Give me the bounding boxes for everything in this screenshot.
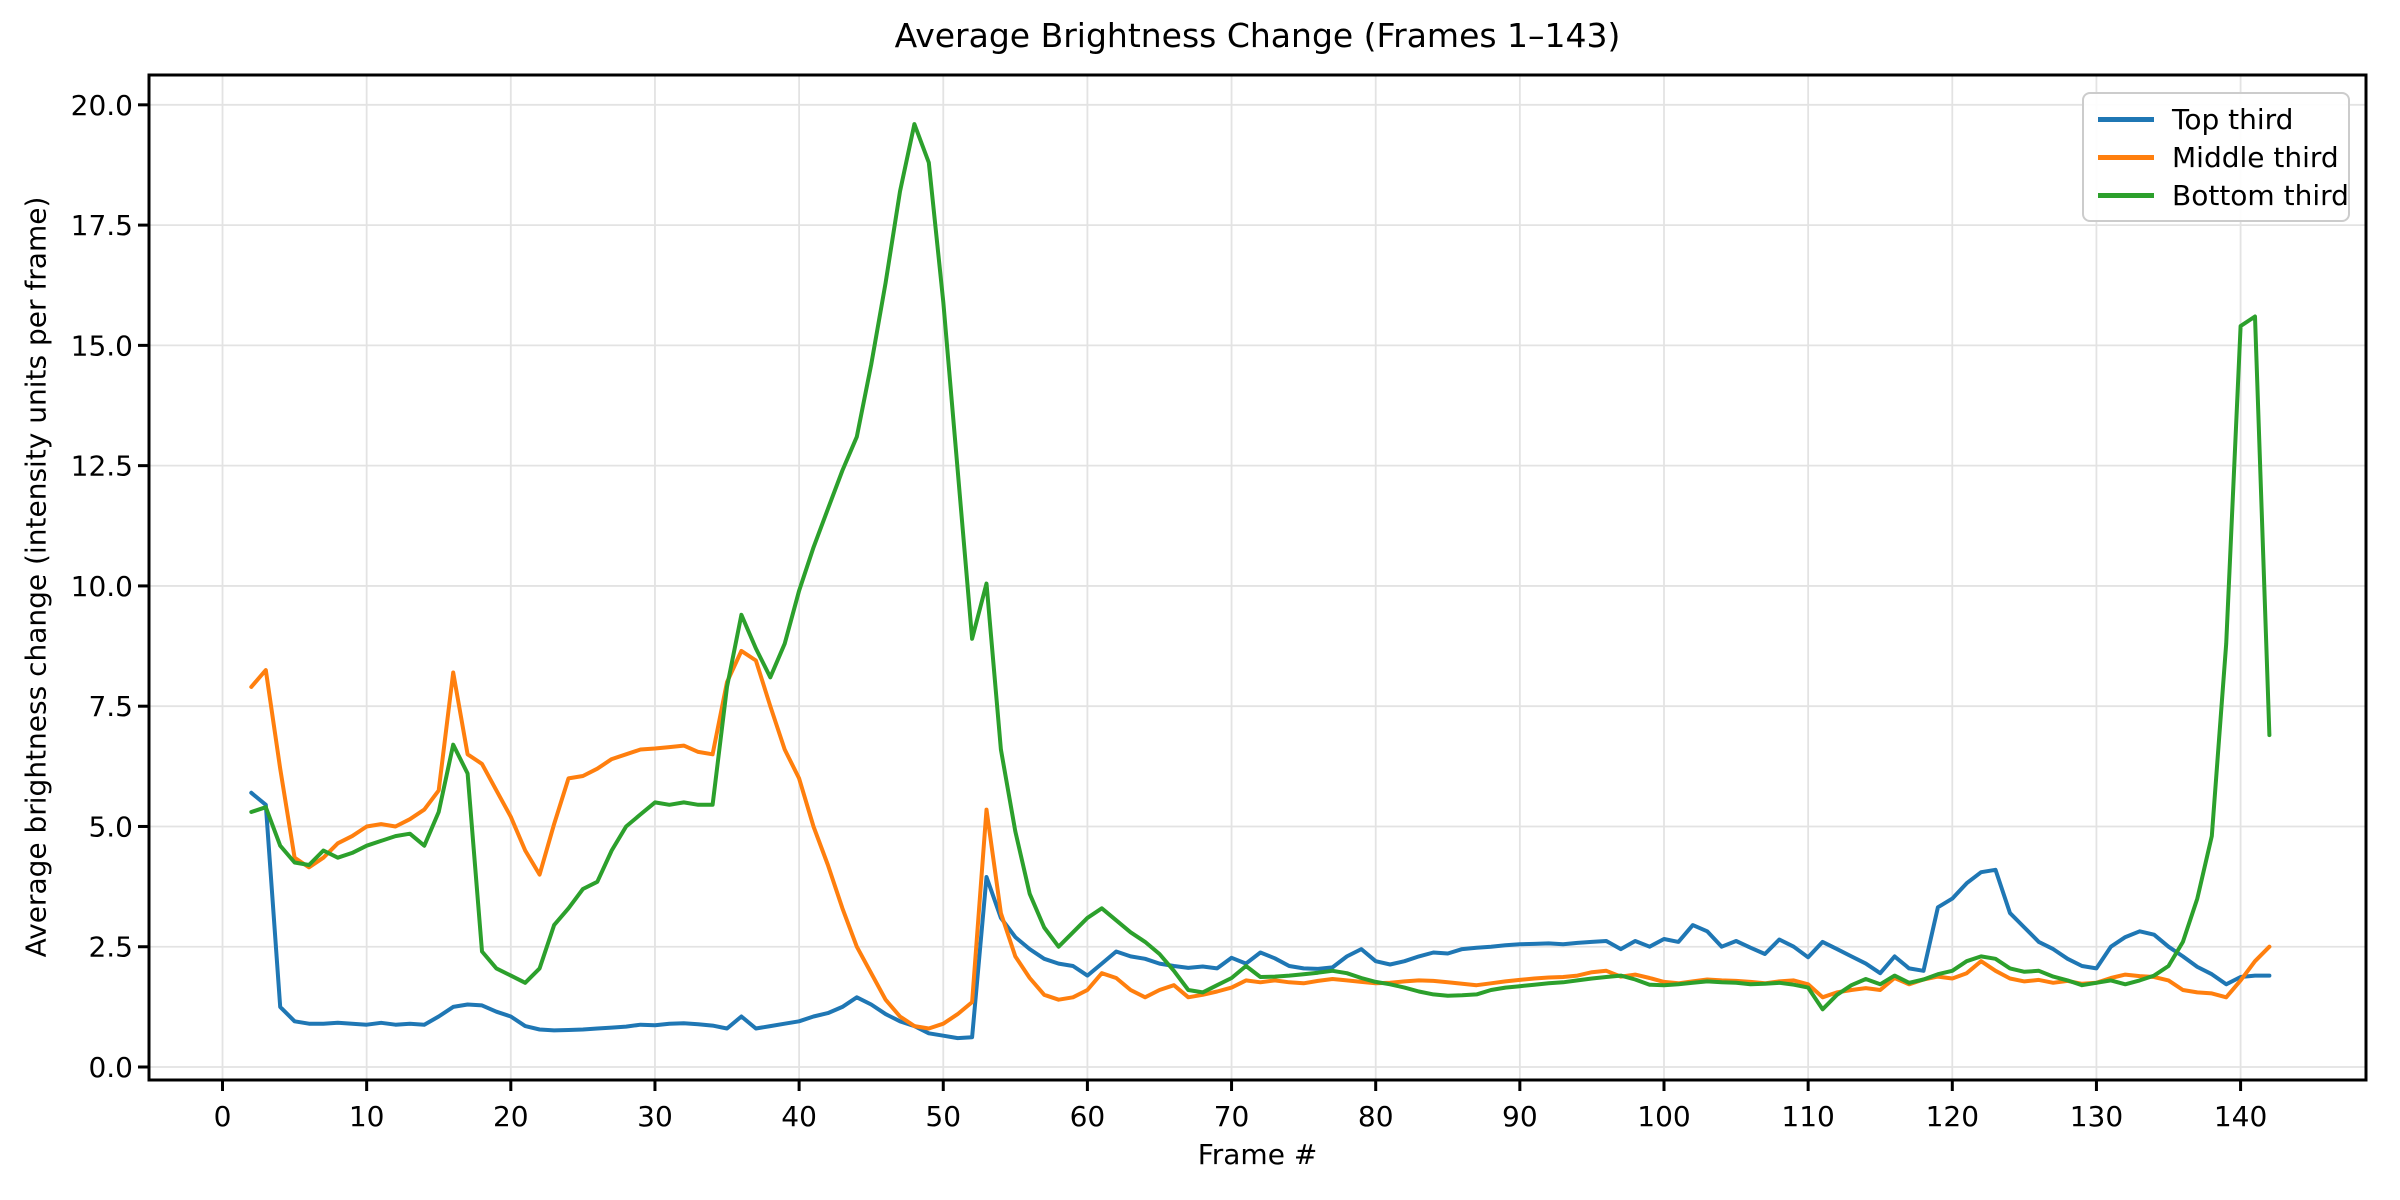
y-tick-label: 7.5	[88, 690, 133, 723]
series-line-middle-third	[249, 648, 2272, 1031]
legend-item-bottom-third: Bottom third	[2098, 179, 2349, 212]
y-tick-label: 5.0	[88, 810, 133, 843]
legend-line-swatch-bottom-third	[2098, 192, 2154, 198]
x-tick-label: 110	[1781, 1100, 1834, 1133]
x-tick-label: 60	[1070, 1100, 1106, 1133]
legend-item-top-third: Top third	[2098, 103, 2334, 136]
y-tick-label: 20.0	[71, 89, 133, 122]
legend: Top third Middle third Bottom third	[2082, 92, 2350, 222]
y-axis-label: Average brightness change (intensity uni…	[19, 196, 53, 958]
x-tick-label: 80	[1358, 1100, 1394, 1133]
legend-line-swatch-middle-third	[2098, 154, 2154, 160]
x-tick-label: 10	[349, 1100, 385, 1133]
y-tick-label: 17.5	[71, 209, 133, 242]
legend-label: Bottom third	[2172, 178, 2349, 212]
x-tick-label: 100	[1637, 1100, 1690, 1133]
y-tick-label: 2.5	[88, 931, 133, 964]
series-line-top-third	[249, 790, 2272, 1041]
plot-border	[147, 73, 2368, 1082]
x-tick-label: 40	[781, 1100, 817, 1133]
x-tick-label: 130	[2070, 1100, 2123, 1133]
x-axis-label: Frame #	[1197, 1138, 1318, 1171]
x-tick-label: 20	[493, 1100, 529, 1133]
y-tick-label: 10.0	[71, 570, 133, 603]
legend-item-middle-third: Middle third	[2098, 141, 2339, 174]
y-tick-label: 12.5	[71, 450, 133, 483]
x-tick-label: 90	[1502, 1100, 1538, 1133]
y-tick-label: 15.0	[71, 329, 133, 362]
legend-label: Middle third	[2172, 140, 2339, 174]
x-tick-label: 120	[1926, 1100, 1979, 1133]
x-tick-label: 30	[637, 1100, 673, 1133]
x-tick-label: 70	[1214, 1100, 1250, 1133]
x-tick-label: 140	[2214, 1100, 2267, 1133]
y-tick-label: 0.0	[88, 1051, 133, 1084]
chart-title: Average Brightness Change (Frames 1–143)	[894, 16, 1621, 55]
x-tick-label: 0	[214, 1100, 232, 1133]
series-line-bottom-third	[249, 122, 2272, 1012]
legend-label: Top third	[2172, 102, 2294, 136]
x-tick-label: 50	[925, 1100, 961, 1133]
legend-line-swatch-top-third	[2098, 116, 2154, 122]
